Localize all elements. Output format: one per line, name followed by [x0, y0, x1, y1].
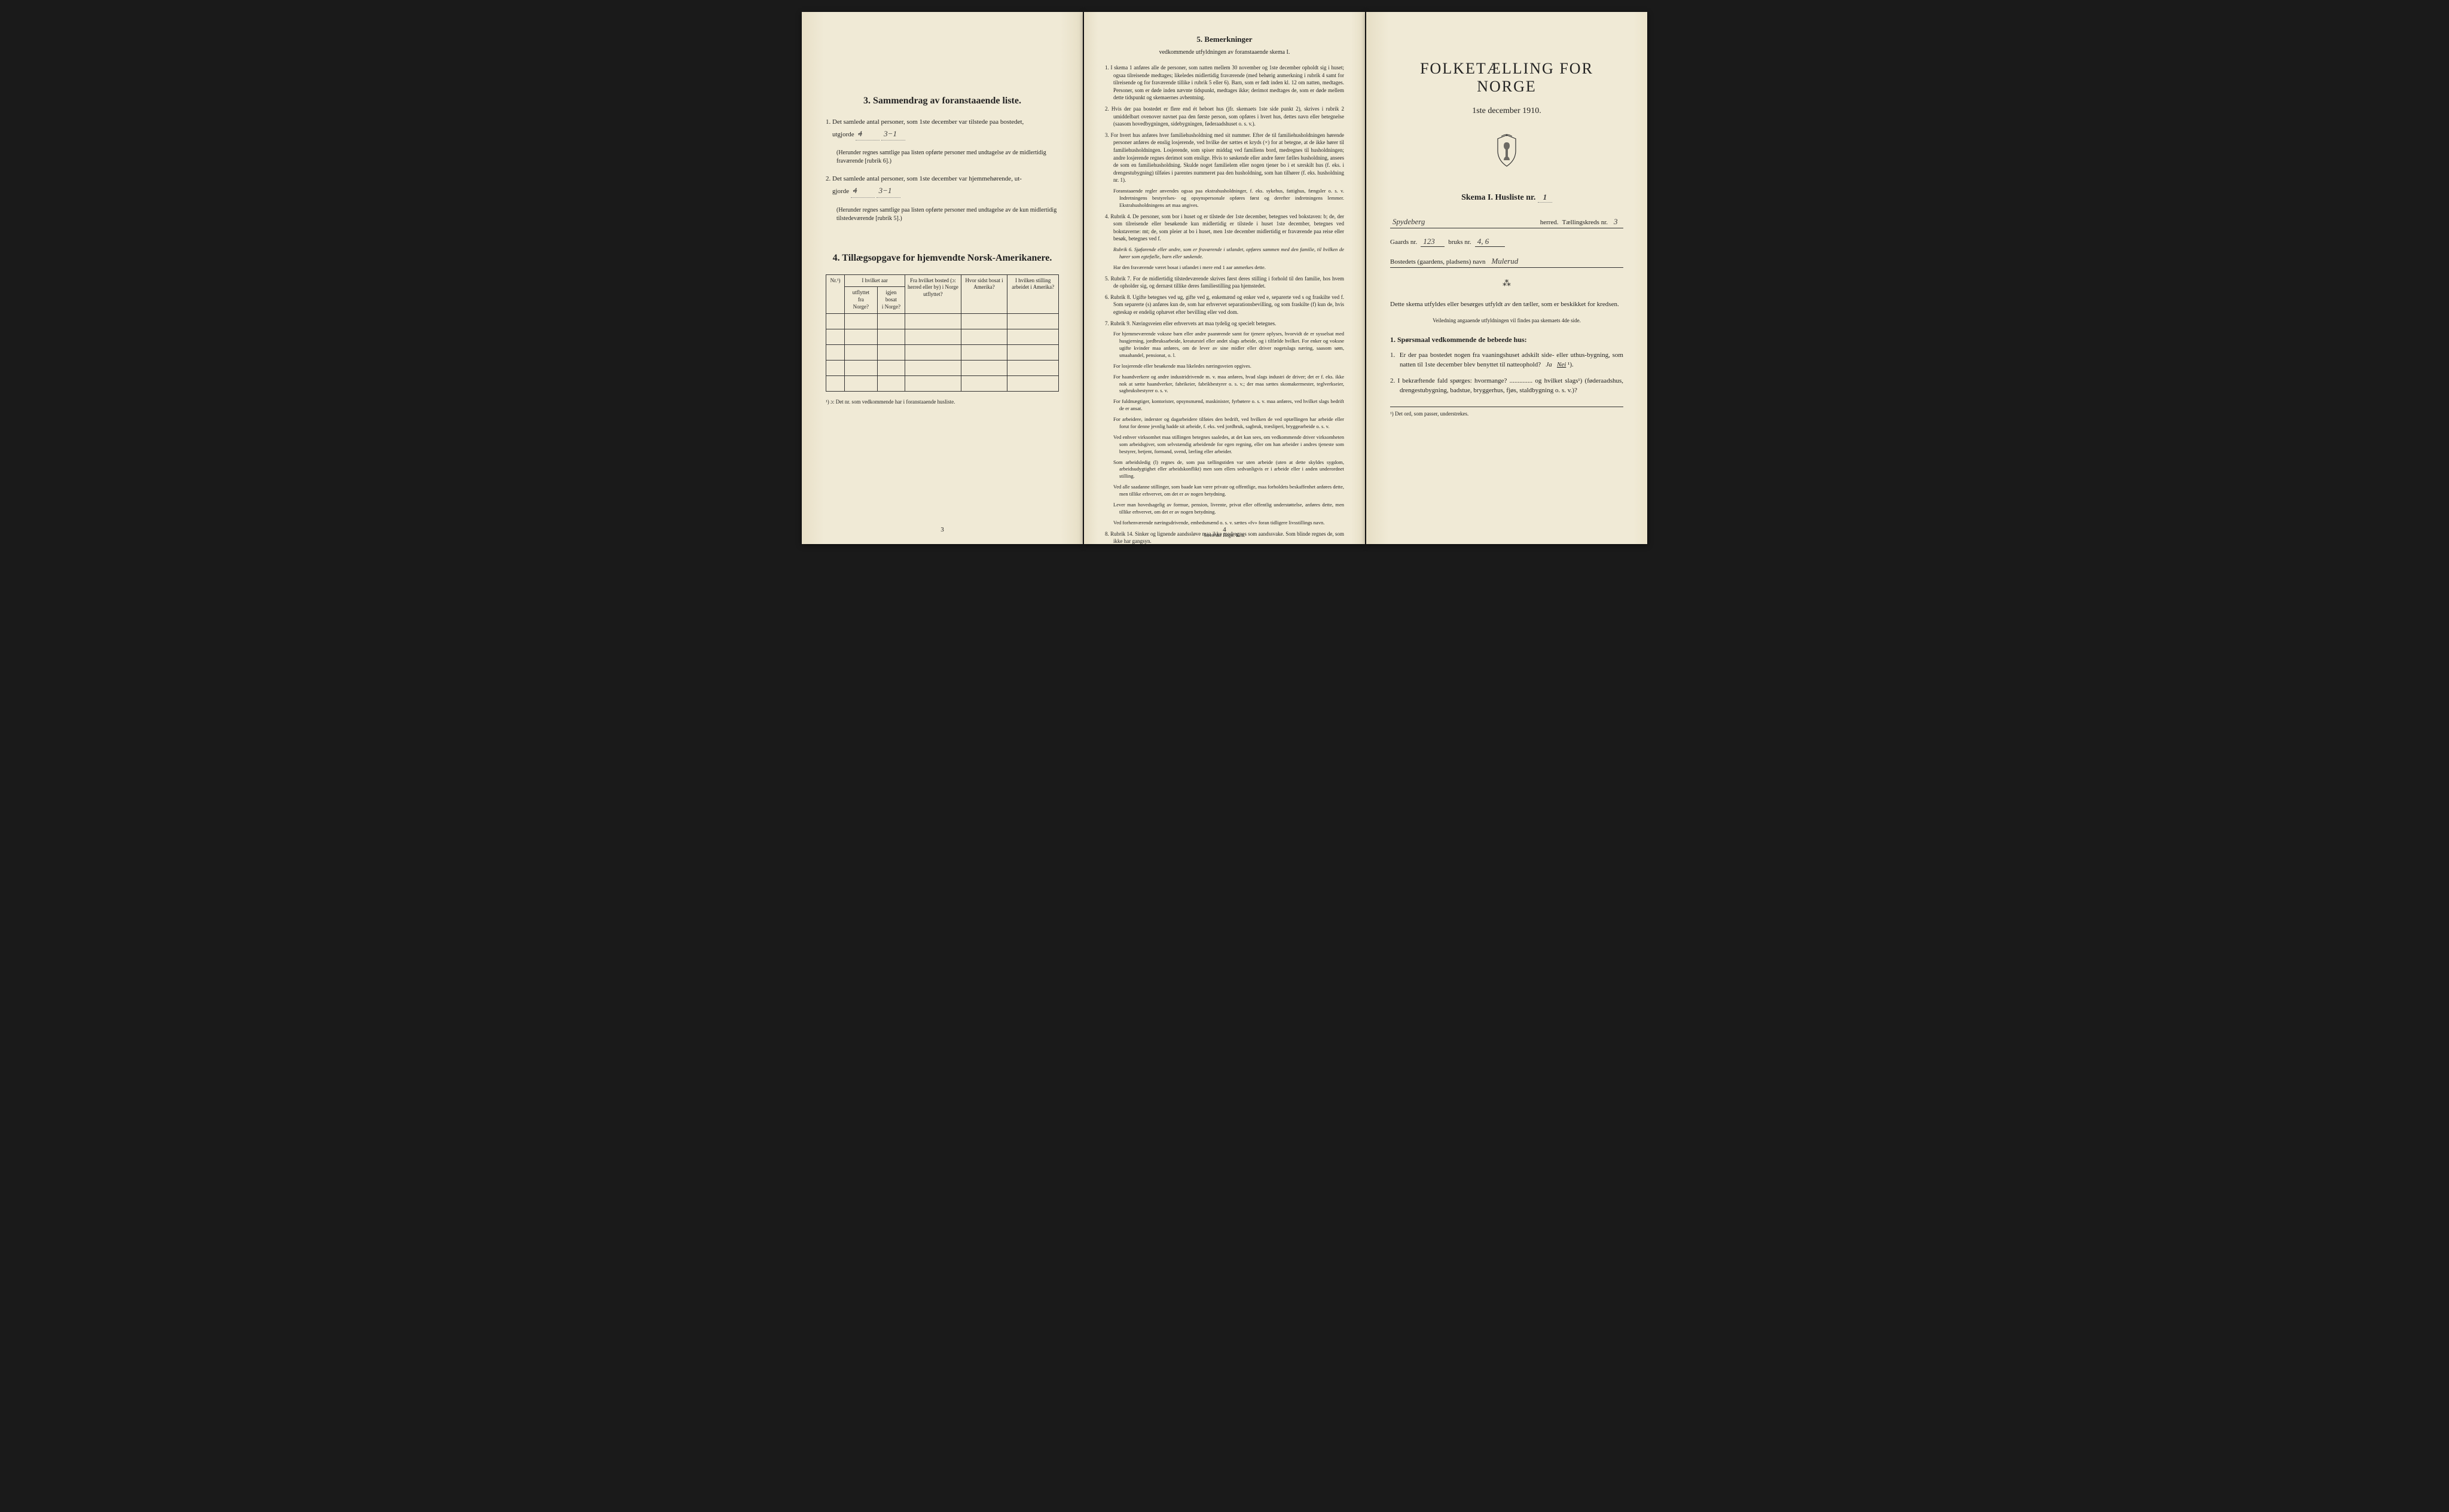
bruks-label: bruks nr.	[1448, 239, 1471, 246]
remark-7g: Ved enhver virksomhet maa stillingen bet…	[1113, 434, 1344, 456]
remark-4: 4. Rubrik 4. De personer, som bor i huse…	[1105, 213, 1344, 243]
herred-line: Spydeberg herred. Tællingskreds nr. 3	[1390, 217, 1623, 228]
item1-paren: (Herunder regnes samtlige paa listen opf…	[836, 149, 1059, 166]
col-igjen: igjenbosati Norge?	[877, 287, 905, 313]
remark-7b: For hjemmeværende voksne barn eller andr…	[1113, 331, 1344, 359]
item2-text-a: Det samlede antal personer, som 1ste dec…	[832, 175, 1022, 182]
item1-fill-struck: 4	[856, 128, 880, 141]
gaards-label: Gaards nr.	[1390, 239, 1417, 246]
printer-credit: Steen'ske Bogtr. Kr.a.	[1204, 533, 1245, 538]
small-note: Veiledning angaaende utfyldningen vil fi…	[1390, 317, 1623, 323]
question-1: 1. Er der paa bostedet nogen fra vaaning…	[1400, 350, 1623, 370]
divider-glyph: ⁂	[1390, 279, 1623, 289]
section4-footnote: ¹) ɔ: Det nr. som vedkommende har i fora…	[826, 399, 1059, 405]
page-middle: 5. Bemerkninger vedkommende utfyldningen…	[1084, 12, 1365, 544]
document-spread: 3. Sammendrag av foranstaaende liste. 1.…	[802, 12, 1647, 544]
remark-7f: For arbeidere, inderster og dagarbeidere…	[1113, 416, 1344, 430]
remark-7: 7. Rubrik 9. Næringsveien eller erhverve…	[1105, 320, 1344, 328]
remark-1: 1. I skema 1 anføres alle de personer, s…	[1105, 64, 1344, 102]
col-stilling: I hvilken stilling arbeidet i Amerika?	[1007, 274, 1059, 313]
table-body	[826, 313, 1059, 391]
bosted-line: Bostedets (gaardens, pladsens) navn Mule…	[1390, 256, 1623, 268]
bosted-label: Bostedets (gaardens, pladsens) navn	[1390, 258, 1485, 265]
coat-of-arms-icon	[1390, 134, 1623, 172]
section4-table: Nr.¹) I hvilket aar Fra hvilket bosted (…	[826, 274, 1059, 392]
section4-heading: 4. Tillægsopgave for hjemvendte Norsk-Am…	[826, 253, 1059, 264]
page-left: 3. Sammendrag av foranstaaende liste. 1.…	[802, 12, 1083, 544]
item1-prefix: 1.	[826, 118, 832, 126]
remark-7i: Ved alle saadanne stillinger, som baade …	[1113, 484, 1344, 498]
remark-3b: Foranstaaende regler anvendes ogsaa paa …	[1113, 188, 1344, 209]
q1-answer: Nei	[1557, 361, 1566, 368]
remark-7k: Ved forhenværende næringsdrivende, embed…	[1113, 520, 1344, 527]
col-amerika: Hvor sidst bosat i Amerika?	[961, 274, 1007, 313]
page-number-left: 3	[940, 526, 944, 533]
bottom-footnote: ¹) Det ord, som passer, understrekes.	[1390, 407, 1623, 417]
section3-heading: 3. Sammendrag av foranstaaende liste.	[826, 96, 1059, 106]
col-nr: Nr.¹)	[826, 274, 845, 313]
col-bosted: Fra hvilket bosted (ɔ: herred eller by) …	[905, 274, 961, 313]
remark-7e: For fuldmægtiger, kontorister, opsynsmæn…	[1113, 398, 1344, 413]
kreds-label: Tællingskreds nr.	[1562, 219, 1608, 226]
section3-item2: 2. Det samlede antal personer, som 1ste …	[826, 174, 1059, 197]
herred-label: herred.	[1540, 219, 1559, 226]
section3-item1: 1. Det samlede antal personer, som 1ste …	[826, 117, 1059, 140]
item1-fill: 3−1	[881, 128, 905, 141]
item2-prefix: 2.	[826, 175, 832, 182]
skema-fill: 1	[1538, 193, 1552, 203]
item2-fill: 3−1	[877, 185, 900, 198]
table-row	[826, 375, 1059, 391]
item2-fill-struck: 4	[851, 185, 875, 198]
remark-7d: For haandverkere og andre industridriven…	[1113, 374, 1344, 395]
gaards-line: Gaards nr. 123 bruks nr. 4, 6	[1390, 237, 1623, 248]
item2-text-b: gjorde	[832, 188, 849, 195]
table-row	[826, 360, 1059, 375]
skema-label: Skema I. Husliste nr.	[1461, 193, 1535, 202]
remark-6: 6. Rubrik 8. Ugifte betegnes ved ug, gif…	[1105, 294, 1344, 316]
table-row	[826, 313, 1059, 329]
remark-7h: Som arbeidsledig (l) regnes de, som paa …	[1113, 459, 1344, 481]
remark-7c: For losjerende eller besøkende maa likel…	[1113, 363, 1344, 370]
remark-3: 3. For hvert hus anføres hver familiehus…	[1105, 132, 1344, 184]
remarks-list: 1. I skema 1 anføres alle de personer, s…	[1105, 64, 1344, 545]
item1-text-b: utgjorde	[832, 131, 854, 138]
instructions: Dette skema utfyldes eller besørges utfy…	[1390, 300, 1623, 310]
question-heading: 1. Spørsmaal vedkommende de bebeede hus:	[1390, 335, 1623, 344]
bosted-fill: Mulerud	[1489, 256, 1623, 266]
herred-fill: Spydeberg	[1390, 217, 1537, 227]
remark-5: 5. Rubrik 7. For de midlertidig tilstede…	[1105, 275, 1344, 290]
remark-4b: Rubrik 6. Sjøfarende eller andre, som er…	[1113, 246, 1344, 261]
remark-4c: Har den fraværende været bosat i utlande…	[1113, 264, 1344, 271]
section5-heading: 5. Bemerkninger	[1105, 35, 1344, 44]
remark-2: 2. Hvis der paa bostedet er flere end ét…	[1105, 105, 1344, 128]
remark-7j: Lever man hovedsagelig av formue, pensio…	[1113, 502, 1344, 516]
item2-paren: (Herunder regnes samtlige paa listen opf…	[836, 206, 1059, 223]
item1-text-a: Det samlede antal personer, som 1ste dec…	[832, 118, 1024, 126]
table-row	[826, 344, 1059, 360]
census-date: 1ste december 1910.	[1390, 106, 1623, 116]
bruks-fill: 4, 6	[1475, 237, 1505, 247]
skema-line: Skema I. Husliste nr. 1	[1390, 193, 1623, 203]
table-row	[826, 329, 1059, 344]
page-right: FOLKETÆLLING FOR NORGE 1ste december 191…	[1366, 12, 1647, 544]
col-aar-group: I hvilket aar	[845, 274, 905, 287]
kreds-fill: 3	[1611, 217, 1623, 227]
col-utflyttet: utflyttetfraNorge?	[845, 287, 877, 313]
section5-subheading: vedkommende utfyldningen av foranstaaend…	[1105, 49, 1344, 56]
census-title: FOLKETÆLLING FOR NORGE	[1390, 60, 1623, 96]
gaards-fill: 123	[1421, 237, 1445, 247]
question-2: 2. I bekræftende fald spørges: hvormange…	[1400, 376, 1623, 396]
